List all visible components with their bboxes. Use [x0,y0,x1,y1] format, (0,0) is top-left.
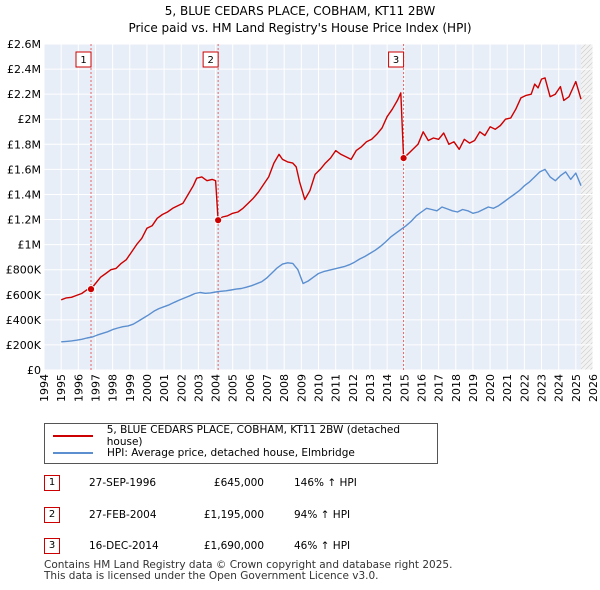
footer-attribution: Contains HM Land Registry data © Crown c… [44,560,452,582]
legend: 5, BLUE CEDARS PLACE, COBHAM, KT11 2BW (… [44,423,438,464]
y-tick-label: £400K [6,314,42,327]
legend-swatch-hpi [53,452,93,454]
transaction-hpi-change: 46% ↑ HPI [294,540,351,552]
y-tick-label: £2.2M [7,88,41,101]
x-tick-label: 2016 [415,374,428,402]
property-series-line [60,77,582,301]
y-tick-label: £0 [27,364,41,377]
transaction-number: 1 [44,475,60,491]
transaction-hpi-change: 146% ↑ HPI [294,477,357,489]
x-tick-label: 2019 [467,374,480,402]
transaction-number-box [202,51,219,68]
x-tick-label: 2020 [484,374,497,402]
x-tick-label: 2000 [141,374,154,402]
transaction-number-box [388,51,405,68]
hatch-line [580,86,593,100]
transaction-number-box [75,51,92,68]
x-tick-label: 1998 [107,374,120,402]
transaction-price: £645,000 [213,477,264,489]
x-tick-label: 2011 [330,374,343,402]
x-tick-label: 2004 [210,374,223,402]
x-tick-label: 2003 [192,374,205,402]
x-tick-label: 2024 [553,374,566,402]
y-axis: £0 £200K £400K £600K £800K £1M £1.2M £1.4M £1.6M… [6,38,42,377]
transaction-number-label: 1 [80,55,86,66]
price-chart: 5, BLUE CEDARS PLACE, COBHAM, KT11 2BW P… [6,4,600,402]
transaction-markers: 1 2 3 [75,51,408,294]
x-tick-label: 2013 [364,374,377,402]
transaction-number: 2 [44,507,60,523]
transaction-date: 16-DEC-2014 [89,540,159,552]
legend-label-property: 5, BLUE CEDARS PLACE, COBHAM, KT11 2BW (… [106,424,401,448]
x-tick-label: 2007 [261,374,274,402]
x-tick-label: 2022 [518,374,531,402]
transaction-number: 3 [44,538,60,554]
footer-line-2: This data is licensed under the Open Gov… [44,570,379,582]
series-lines [60,77,582,343]
legend-item-hpi: HPI: Average price, detached house, Elmb… [53,445,355,461]
x-tick-label: 1997 [89,374,102,402]
x-tick-label: 2023 [536,374,549,402]
x-tick-label: 2005 [227,374,240,402]
hatch-line [580,306,593,320]
sale-point [399,154,408,163]
hatch-line [580,96,593,110]
y-tick-label: £1.4M [7,188,41,201]
transaction-hpi-change: 94% ↑ HPI [294,509,351,521]
y-tick-label: £200K [6,339,42,352]
x-tick-label: 2002 [175,374,188,402]
x-tick-label: 2015 [398,374,411,402]
sale-point [214,216,223,225]
y-tick-label: £2M [18,113,42,126]
forecast-region [580,44,593,370]
chart-title-line2: Price paid vs. HM Land Registry's House … [128,21,471,35]
x-tick-label: 1995 [55,374,68,402]
x-tick-label: 2010 [313,374,326,402]
x-tick-label: 1996 [72,374,85,402]
hpi-series-line [61,168,582,343]
y-tick-label: £2.4M [7,63,41,76]
transaction-price: £1,195,000 [203,509,264,521]
legend-swatch-property [53,435,93,437]
x-tick-label: 2009 [295,374,308,402]
grid-lines [43,43,594,371]
hatch-line [580,91,593,105]
x-tick-label: 2017 [433,374,446,402]
hatch-line [580,201,593,215]
x-tick-label: 2014 [381,374,394,402]
transaction-date: 27-FEB-2004 [89,509,157,521]
footer-line-1: Contains HM Land Registry data © Crown c… [44,559,453,571]
x-tick-label: 2026 [587,374,600,402]
hatch-line [580,311,593,325]
x-tick-label: 2012 [347,374,360,402]
hatch-line [580,196,593,210]
transaction-number-label: 2 [207,55,213,66]
y-tick-label: £2.6M [7,38,41,51]
y-tick-label: £600K [6,289,42,302]
y-tick-label: £1M [18,239,42,252]
y-tick-label: £1.6M [7,163,41,176]
x-tick-label: 2018 [450,374,463,402]
x-tick-label: 2021 [501,374,514,402]
x-tick-label: 2025 [570,374,583,402]
x-axis: 1994 1995 1996 1997 1998 1999 2000 2001 2002 2003… [38,374,600,402]
x-tick-label: 2001 [158,374,171,402]
transaction-price: £1,690,000 [203,540,264,552]
legend-item-property: 5, BLUE CEDARS PLACE, COBHAM, KT11 2BW (… [53,424,437,448]
transaction-number-label: 3 [393,55,399,66]
x-tick-label: 1999 [124,374,137,402]
y-tick-label: £1.2M [7,214,41,227]
chart-title-line1: 5, BLUE CEDARS PLACE, COBHAM, KT11 2BW [165,4,436,18]
transaction-date: 27-SEP-1996 [89,477,157,489]
y-tick-label: £1.8M [7,138,41,151]
y-tick-label: £800K [6,264,42,277]
x-tick-label: 1994 [38,374,51,402]
sale-point [87,285,95,294]
legend-label-hpi: HPI: Average price, detached house, Elmb… [107,447,355,459]
x-tick-label: 2008 [278,374,291,402]
x-tick-label: 2006 [244,374,257,402]
